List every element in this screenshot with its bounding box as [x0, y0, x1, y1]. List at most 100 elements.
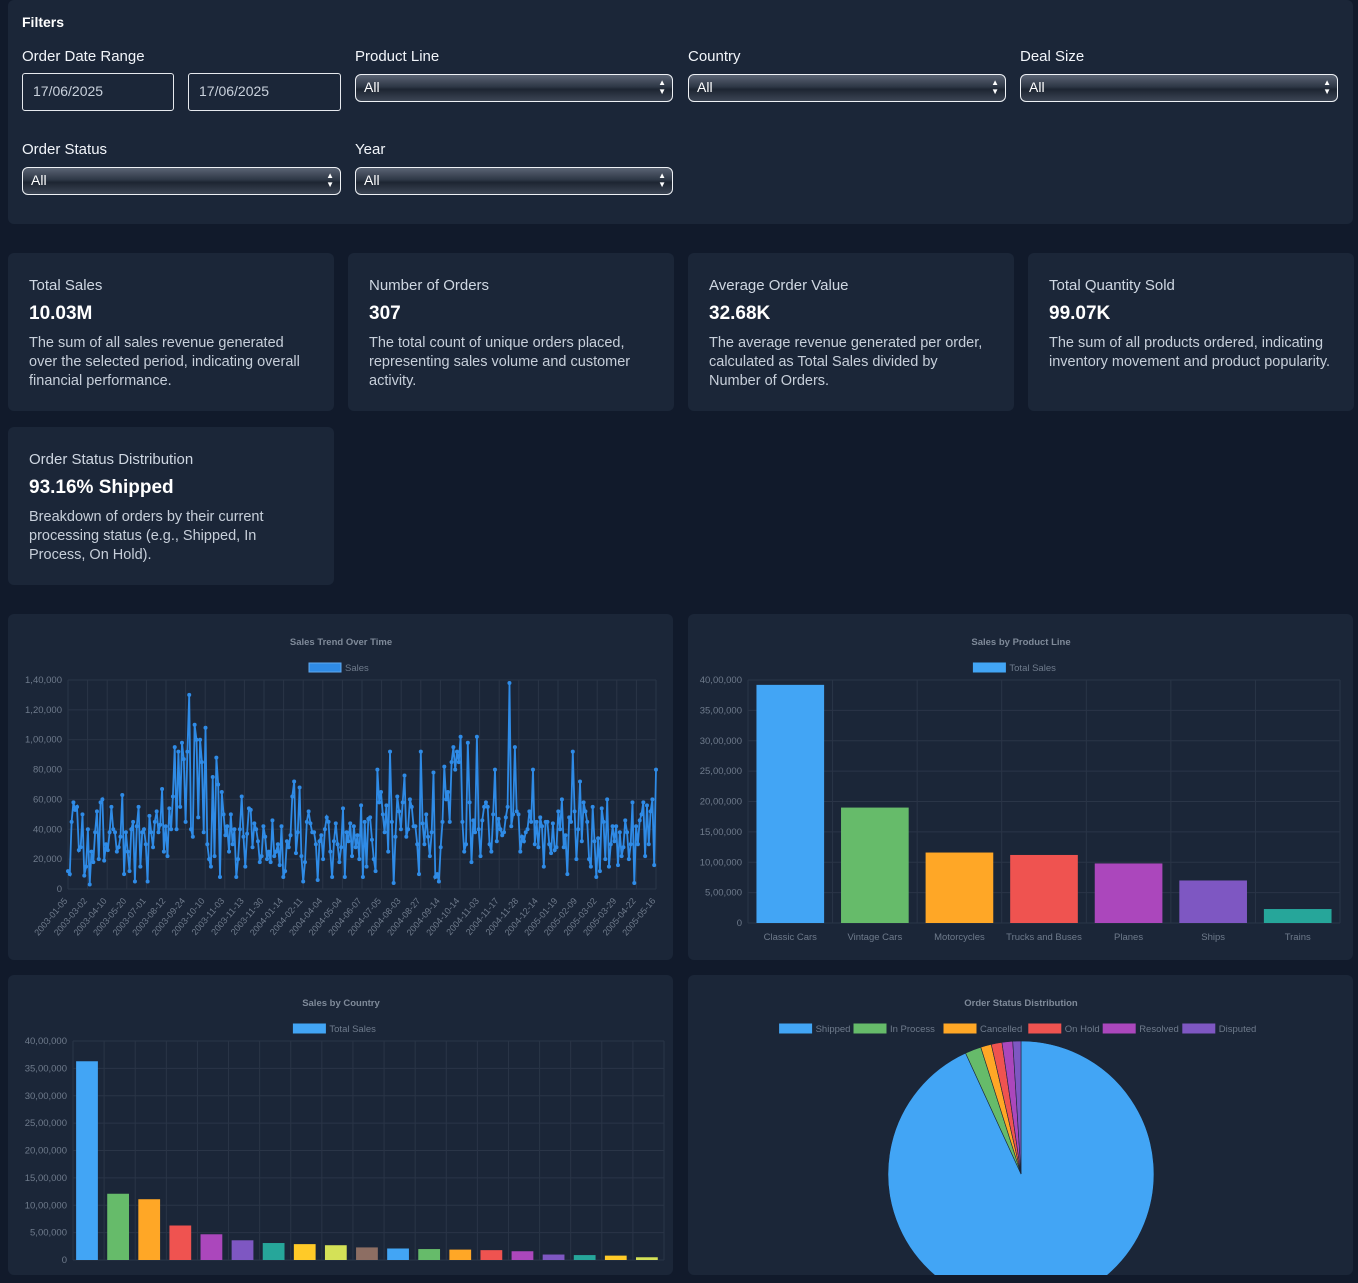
data-point — [635, 842, 640, 847]
data-point — [360, 875, 365, 880]
kpi-card-total-quantity: Total Quantity Sold 99.07K The sum of al… — [1028, 253, 1354, 411]
data-point — [364, 864, 369, 869]
data-point — [252, 821, 257, 826]
data-point — [516, 812, 521, 817]
data-point — [523, 830, 528, 835]
order-date-from-input[interactable]: 17/06/2025 — [22, 73, 174, 111]
data-point — [198, 737, 203, 742]
y-tick-label: 80,000 — [33, 765, 62, 776]
product-line-select[interactable]: All ▲ ▼ — [355, 74, 673, 102]
data-point — [480, 818, 485, 823]
data-point — [169, 827, 174, 832]
legend-swatch — [292, 1023, 326, 1034]
data-point — [243, 864, 248, 869]
data-point — [205, 842, 210, 847]
country-select[interactable]: All ▲ ▼ — [688, 74, 1006, 102]
data-point — [189, 827, 194, 832]
data-point — [160, 786, 165, 791]
data-point — [386, 849, 391, 854]
order-date-to-input[interactable]: 17/06/2025 — [188, 73, 341, 111]
data-point — [404, 834, 409, 839]
data-point — [342, 875, 347, 880]
data-point — [440, 819, 445, 824]
data-point — [592, 839, 597, 844]
y-tick-label: 30,00,000 — [25, 1091, 67, 1102]
data-point — [241, 834, 246, 839]
kpi-title: Average Order Value — [709, 277, 849, 294]
data-point — [73, 807, 78, 812]
legend-swatch — [308, 662, 342, 673]
data-point — [227, 849, 232, 854]
data-point — [85, 827, 90, 832]
bar — [387, 1248, 409, 1260]
data-point — [606, 864, 611, 869]
data-point — [207, 857, 212, 862]
data-point — [319, 833, 324, 838]
data-point — [284, 839, 289, 844]
x-tick-label: Motorcycles — [934, 932, 985, 943]
data-point — [71, 800, 76, 805]
data-point — [447, 819, 452, 824]
data-point — [91, 860, 96, 865]
data-point — [610, 824, 615, 829]
data-point — [100, 797, 105, 802]
data-point — [199, 760, 204, 765]
data-point — [116, 845, 121, 850]
order-status-label: Order Status — [22, 141, 108, 158]
data-point — [644, 803, 649, 808]
kpi-title: Total Quantity Sold — [1049, 277, 1175, 294]
data-point — [237, 827, 242, 832]
data-point — [654, 767, 658, 772]
bar — [542, 1254, 565, 1260]
data-point — [201, 830, 206, 835]
y-tick-label: 0 — [737, 918, 742, 929]
data-point — [132, 879, 137, 884]
data-point — [283, 869, 288, 874]
data-point — [596, 836, 601, 841]
y-tick-label: 60,000 — [33, 794, 62, 805]
data-point — [418, 749, 423, 754]
kpi-card-total-sales: Total Sales 10.03M The sum of all sales … — [8, 253, 334, 411]
y-tick-label: 1,00,000 — [25, 735, 62, 746]
year-value: All — [364, 172, 380, 188]
deal-size-select[interactable]: All ▲ ▼ — [1020, 74, 1338, 102]
data-point — [66, 869, 70, 874]
data-point — [183, 819, 188, 824]
data-point — [96, 857, 101, 862]
data-point — [444, 797, 449, 802]
data-point — [619, 854, 624, 859]
kpi-description: The total count of unique orders placed,… — [369, 335, 631, 389]
data-point — [492, 767, 497, 772]
y-tick-label: 40,000 — [33, 824, 62, 835]
data-point — [194, 737, 199, 742]
data-point — [337, 860, 342, 865]
year-select[interactable]: All ▲ ▼ — [355, 167, 673, 195]
data-point — [87, 882, 92, 887]
data-point — [406, 827, 411, 832]
data-point — [217, 875, 222, 880]
data-point — [637, 818, 642, 823]
data-point — [179, 740, 184, 745]
order-status-select[interactable]: All ▲ ▼ — [22, 167, 341, 195]
data-point — [158, 822, 163, 827]
select-arrows-icon: ▲ ▼ — [658, 171, 666, 189]
y-tick-label: 20,00,000 — [25, 1146, 67, 1157]
data-point — [498, 827, 503, 832]
data-point — [559, 797, 564, 802]
y-tick-label: 25,00,000 — [25, 1118, 67, 1129]
data-point — [445, 789, 450, 794]
chart-title: Sales by Country — [302, 998, 380, 1009]
data-point — [507, 680, 512, 685]
data-point — [567, 815, 572, 820]
data-point — [641, 800, 646, 805]
data-point — [172, 745, 177, 750]
data-point — [111, 827, 116, 832]
data-point — [324, 815, 329, 820]
data-point — [102, 858, 107, 863]
data-point — [308, 821, 313, 826]
y-tick-label: 40,00,000 — [25, 1036, 67, 1047]
filters-panel: Filters Order Date Range 17/06/2025 17/0… — [8, 0, 1353, 224]
data-point — [125, 849, 130, 854]
data-point — [208, 864, 213, 869]
data-point — [351, 824, 356, 829]
